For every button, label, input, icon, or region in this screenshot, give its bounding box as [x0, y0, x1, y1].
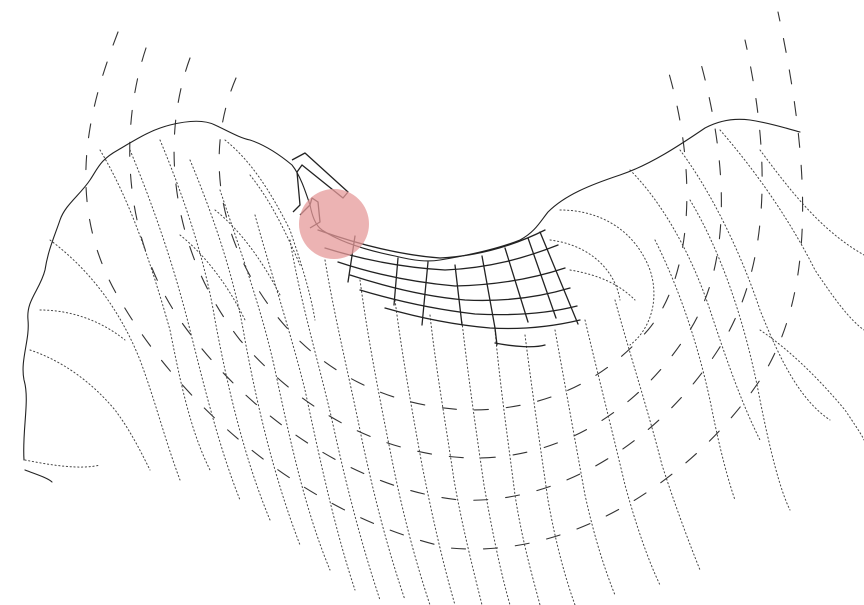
grid-row-2: [324, 244, 559, 271]
grid-col-5: [481, 255, 496, 329]
coastline: [22, 118, 801, 483]
grid-row-7: [494, 342, 546, 348]
highlight-circle-icon: [299, 189, 369, 259]
grid-col-6: [504, 247, 529, 323]
dashed-arc-middle: [129, 39, 763, 501]
grid-row-6: [384, 307, 581, 330]
grid-row-5: [359, 289, 578, 316]
grid-col-2: [393, 257, 399, 306]
grid-row-4: [349, 274, 571, 302]
beach-grid: [317, 229, 581, 348]
grid-row-3: [337, 261, 566, 287]
dashed-arc-outer: [85, 11, 804, 550]
grid-col-3: [421, 261, 429, 326]
grid-col-4: [454, 264, 463, 326]
jetty-outer: [291, 152, 349, 213]
grid-col-9: [494, 327, 498, 346]
dashed-arcs: [85, 11, 804, 550]
grid-col-8: [539, 231, 579, 325]
dashed-arc-inner: [173, 57, 722, 459]
grid-col-7: [527, 237, 557, 319]
terrain-contours: [24, 129, 864, 605]
